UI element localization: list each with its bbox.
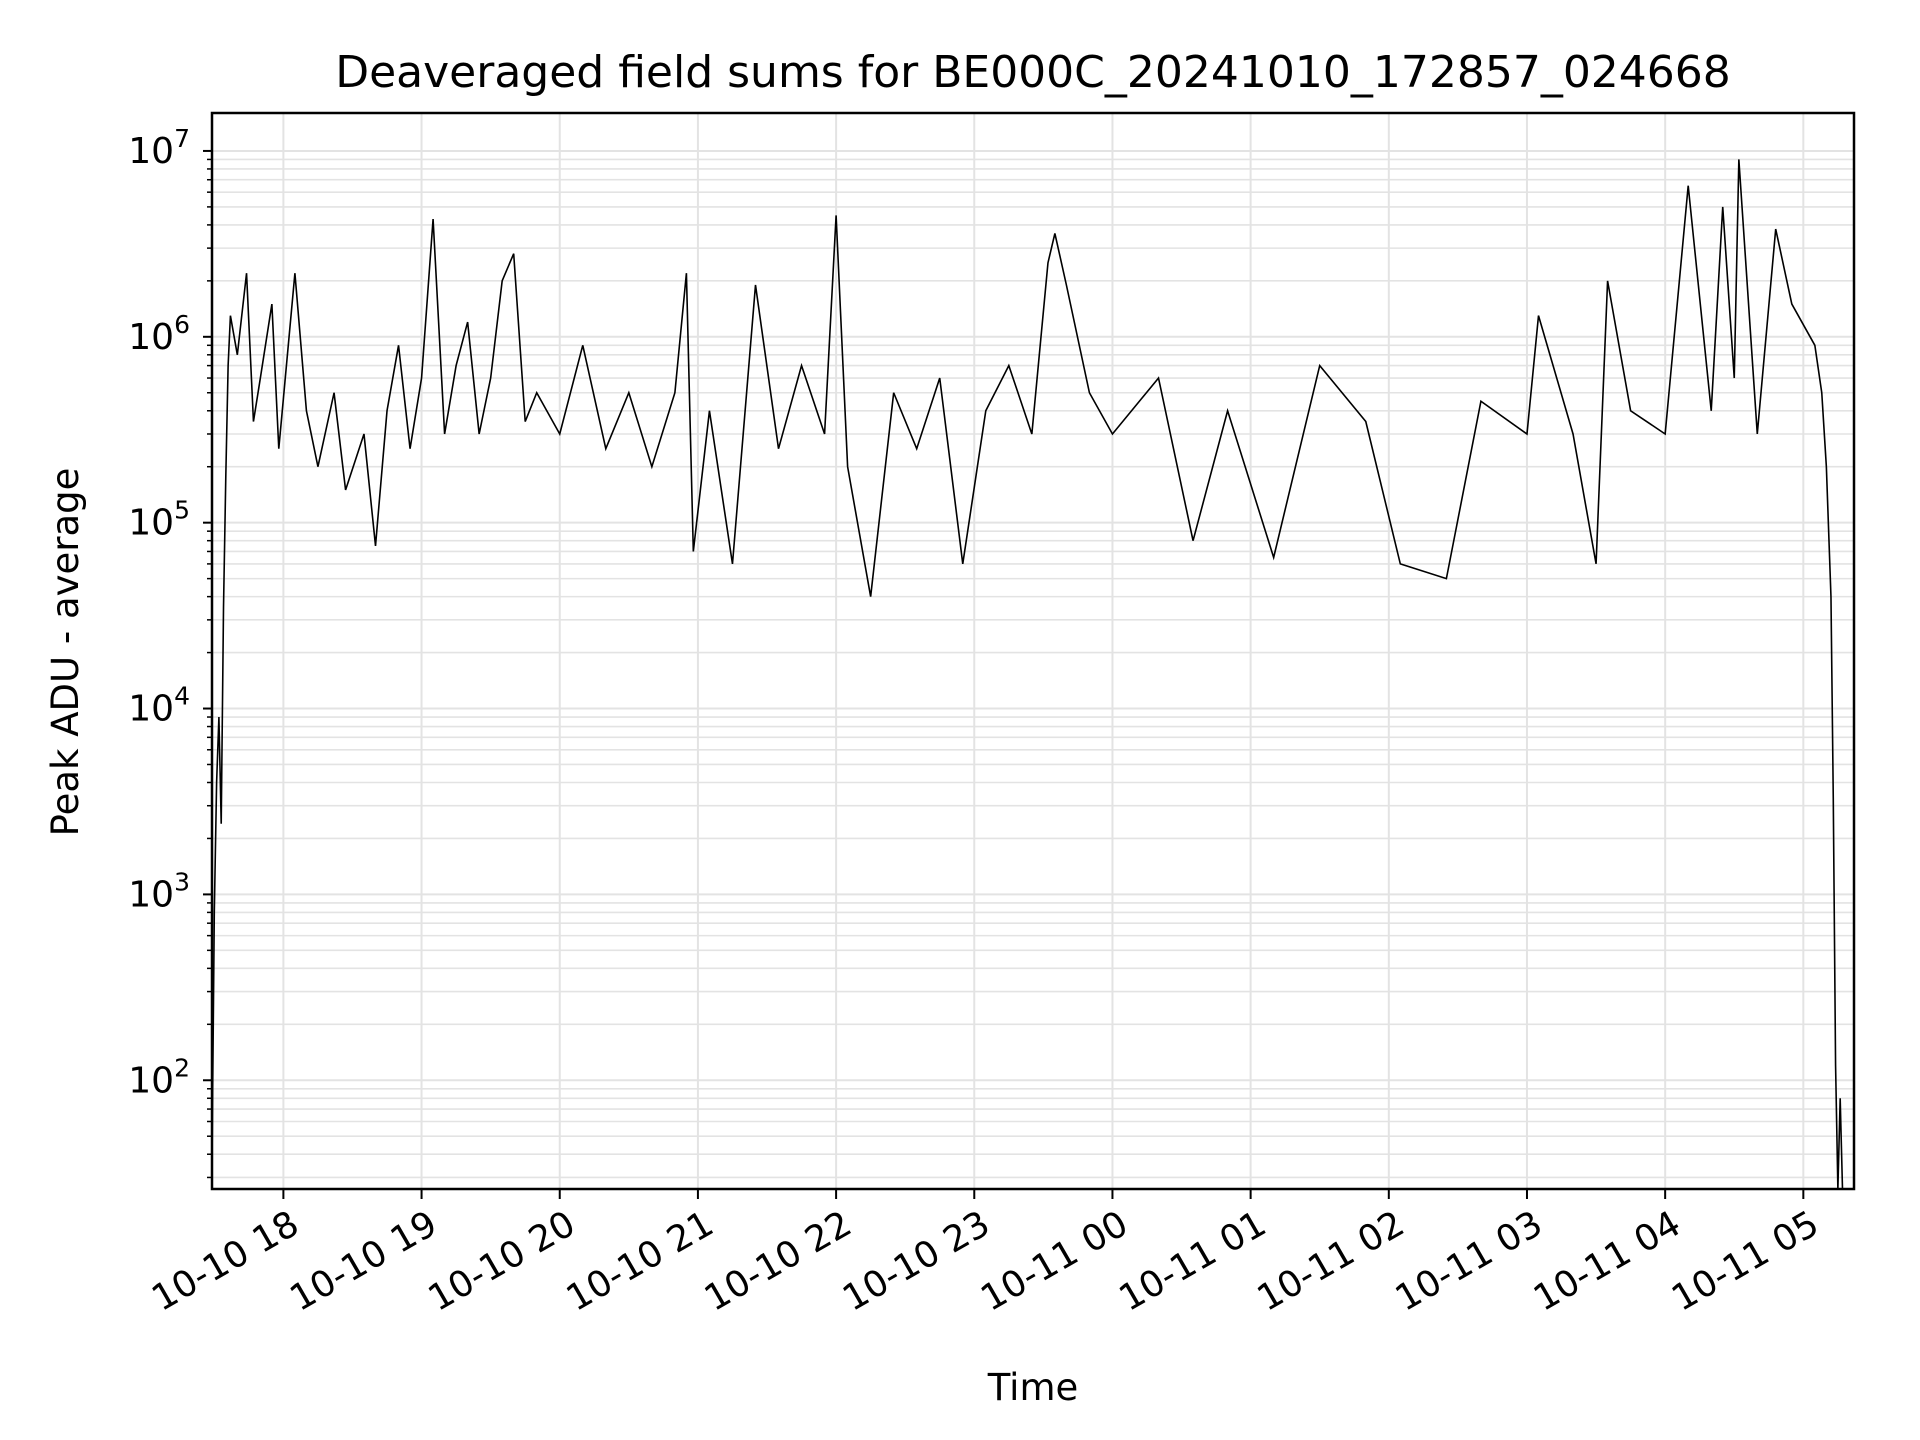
y-tick-label: 107 — [128, 124, 190, 172]
y-tick-label: 106 — [128, 310, 190, 358]
y-tick-label: 104 — [128, 682, 190, 730]
y-tick-label: 105 — [128, 496, 190, 544]
chart-title: Deaveraged field sums for BE000C_2024101… — [335, 47, 1731, 98]
grid — [212, 113, 1854, 1189]
series-layer — [211, 159, 1844, 1190]
y-tick-label: 102 — [128, 1053, 190, 1101]
y-tick-label: 103 — [128, 867, 190, 915]
y-axis-label: Peak ADU - average — [44, 468, 87, 837]
plot-frame — [210, 111, 1856, 1191]
series-line — [211, 159, 1844, 1190]
x-axis-label: Time — [987, 1366, 1079, 1409]
